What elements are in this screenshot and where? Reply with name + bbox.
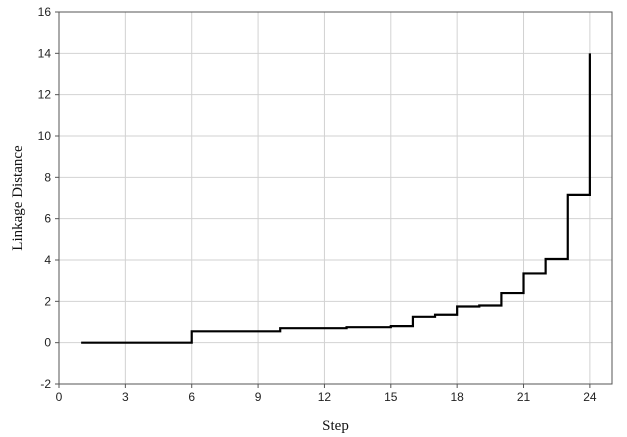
grid-layer	[59, 12, 612, 384]
x-tick-label: 15	[384, 390, 398, 404]
y-axis-title: Linkage Distance	[10, 145, 26, 251]
x-tick-label: 0	[56, 390, 63, 404]
x-tick-label: 3	[122, 390, 129, 404]
y-tick-label: 4	[44, 253, 51, 267]
x-tick-label: 12	[318, 390, 332, 404]
y-tick-label: 14	[38, 46, 52, 60]
x-tick-label: 6	[188, 390, 195, 404]
plot-area-frame	[58, 11, 613, 385]
step-series-line	[81, 53, 591, 344]
series-layer	[81, 53, 591, 344]
y-tick-label: 0	[44, 336, 51, 350]
y-tick-label: -2	[40, 377, 51, 391]
x-tick-label: 18	[450, 390, 464, 404]
x-tick-label: 9	[255, 390, 262, 404]
y-tick-label: 10	[38, 129, 52, 143]
x-tick-label: 24	[583, 390, 597, 404]
y-tick-label: 12	[38, 88, 52, 102]
y-tick-label: 2	[44, 294, 51, 308]
y-tick-label: 8	[44, 170, 51, 184]
y-tick-label: 16	[38, 5, 52, 19]
y-tick-label: 6	[44, 212, 51, 226]
x-tick-label: 21	[517, 390, 531, 404]
ticks-layer	[55, 11, 591, 388]
x-axis-title: Step	[322, 418, 349, 434]
